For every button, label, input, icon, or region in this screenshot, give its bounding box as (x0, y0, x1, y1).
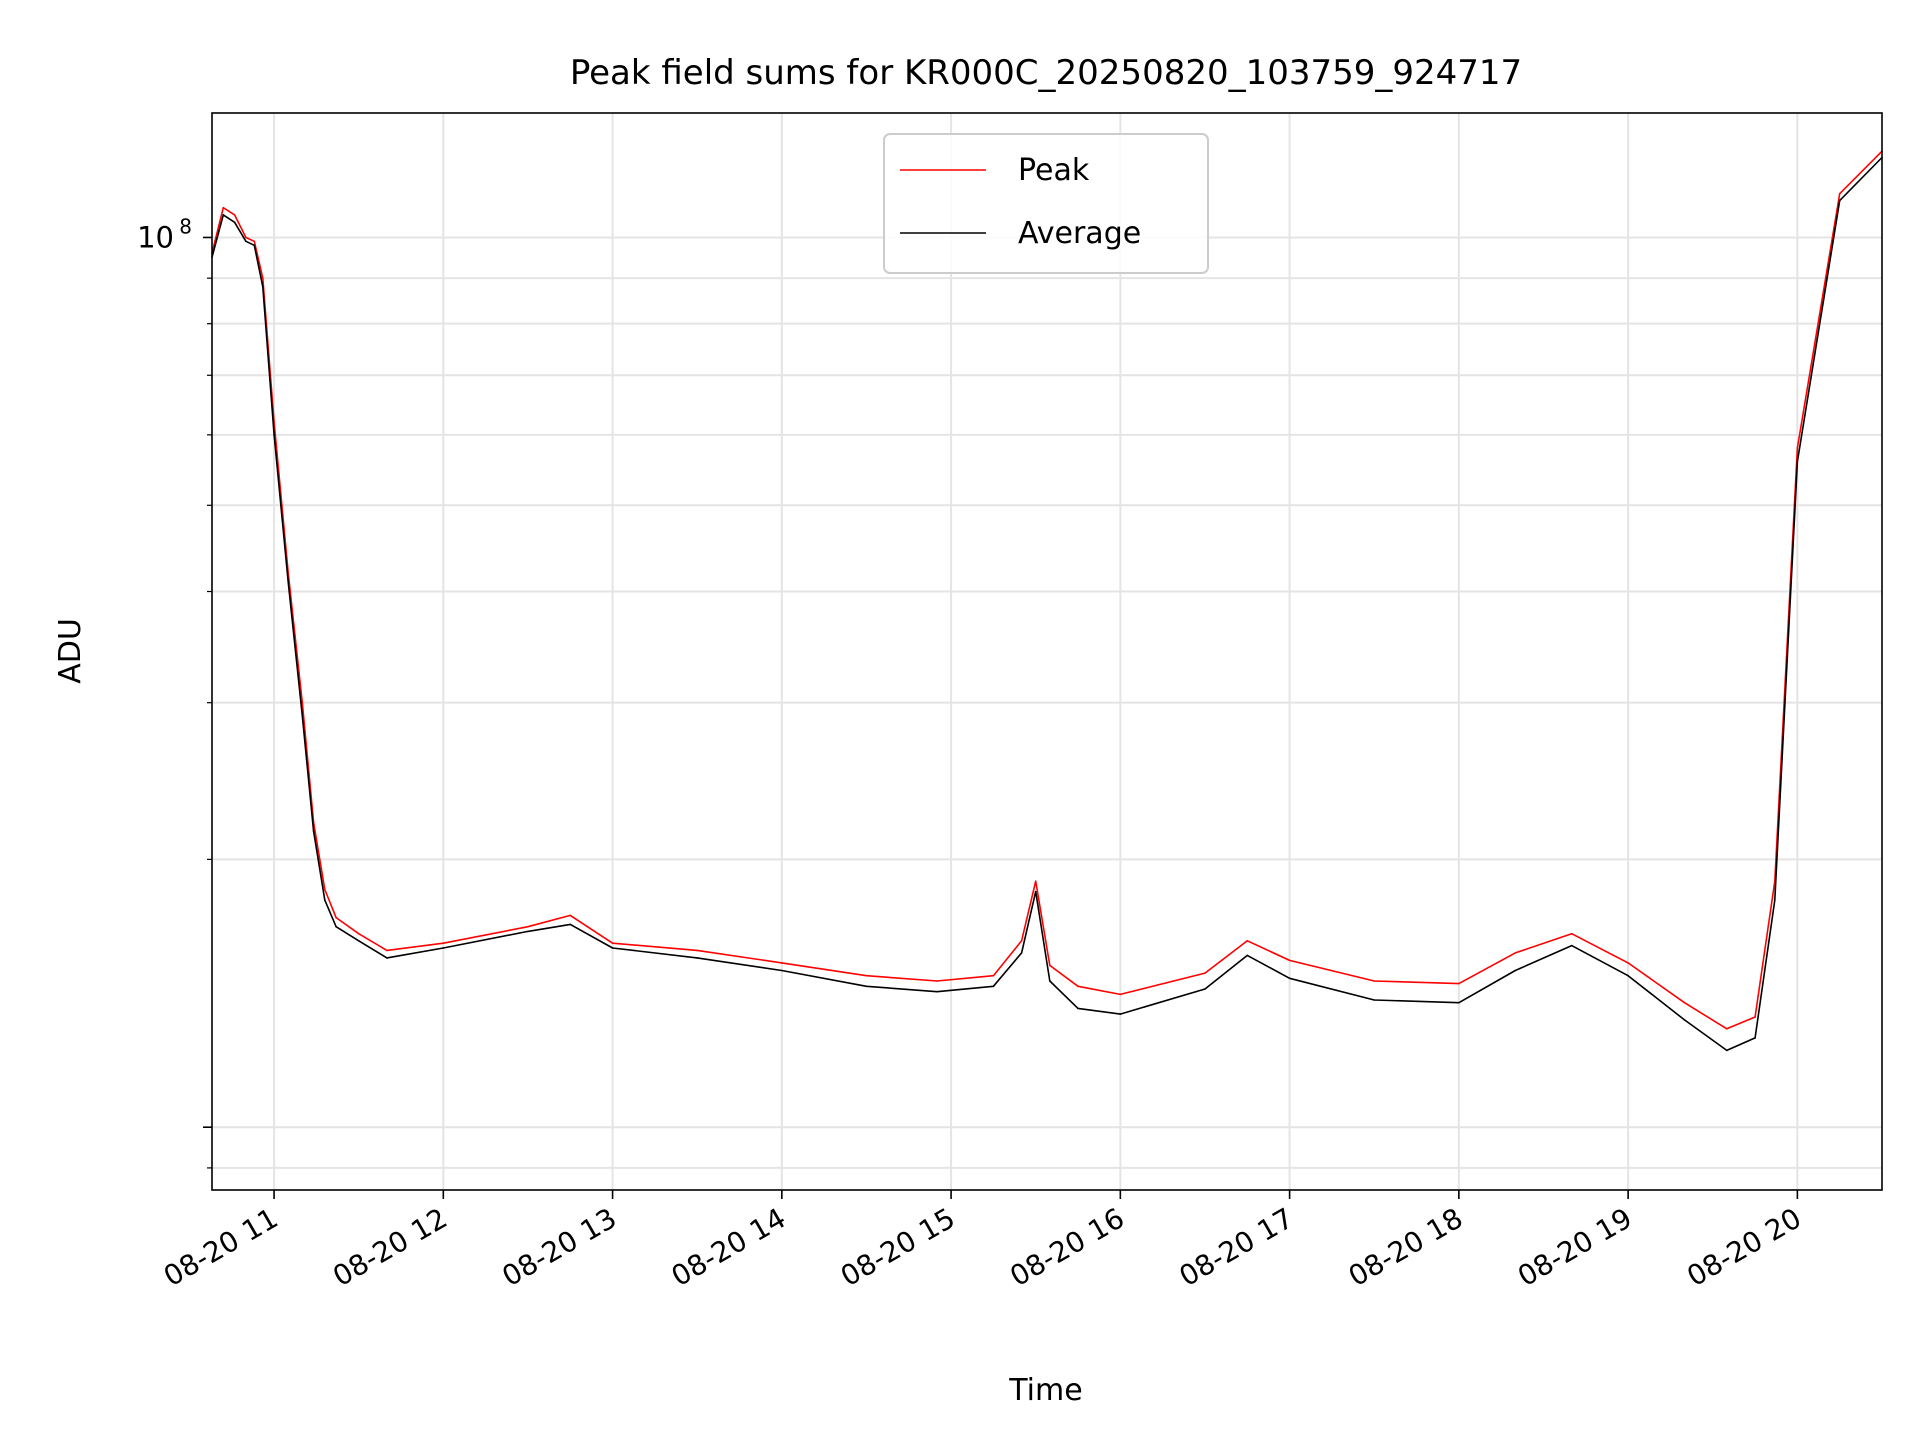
data-point (335, 925, 337, 928)
chart-title: Peak field sums for KR000C_20250820_1037… (570, 53, 1522, 93)
data-point (1570, 932, 1573, 935)
data-point (262, 286, 264, 288)
data-point (992, 974, 995, 977)
data-point (1204, 972, 1206, 974)
data-point (1077, 1007, 1079, 1010)
data-point (696, 949, 698, 952)
legend-label-peak: Peak (1018, 153, 1090, 188)
data-point (287, 581, 290, 583)
data-point (222, 214, 225, 216)
data-point (781, 969, 783, 972)
y-axis-label: ADU (53, 618, 88, 684)
data-point (1049, 980, 1051, 982)
data-point (233, 221, 236, 224)
data-point (386, 949, 388, 952)
data-point (357, 932, 360, 935)
data-point (312, 830, 315, 833)
data-point (527, 925, 529, 928)
legend-label-average: Average (1018, 216, 1141, 251)
data-point (386, 957, 388, 959)
data-point (1020, 952, 1023, 954)
data-point (1683, 1019, 1686, 1021)
data-point (781, 962, 783, 964)
data-point (865, 985, 868, 988)
y-tick-label: 10 (137, 220, 174, 254)
data-point (696, 957, 698, 959)
data-point (273, 434, 275, 436)
data-point (1570, 944, 1573, 947)
data-point (253, 244, 256, 247)
data-point (301, 701, 304, 704)
data-point (245, 240, 247, 243)
data-point (611, 947, 614, 949)
data-point (936, 990, 938, 993)
grid (212, 113, 1882, 1190)
data-point (1683, 1001, 1686, 1004)
series-layer (211, 150, 1883, 1052)
data-point (936, 980, 938, 982)
data-point (245, 236, 247, 239)
data-point (233, 214, 236, 216)
data-point (253, 240, 256, 243)
data-point (1726, 1028, 1728, 1030)
data-point (1077, 985, 1079, 988)
data-point (1119, 993, 1122, 996)
data-point (442, 947, 445, 949)
data-point (1373, 980, 1375, 982)
y-tick-exponent: 8 (179, 214, 192, 238)
data-point (357, 940, 360, 942)
data-point (1458, 1001, 1460, 1004)
y-tick-base: 10 (137, 220, 174, 254)
data-point (1514, 969, 1517, 972)
plot-frame (211, 112, 1883, 1191)
data-point (1034, 880, 1037, 882)
data-point (1838, 199, 1841, 202)
data-point (1288, 959, 1291, 962)
data-point (1373, 999, 1375, 1001)
data-point (442, 942, 445, 944)
data-point (1838, 192, 1841, 195)
legend-box (883, 133, 1209, 274)
data-point (335, 916, 337, 919)
data-point (569, 923, 572, 926)
data-point (1754, 1016, 1756, 1018)
data-point (1726, 1049, 1728, 1052)
data-point (262, 277, 264, 280)
data-point (1288, 977, 1291, 980)
legend: Peak Average (883, 133, 1209, 274)
data-point (1204, 988, 1206, 990)
data-point (1796, 460, 1799, 463)
data-point (1034, 890, 1037, 893)
data-point (324, 888, 326, 891)
data-point (1246, 940, 1249, 942)
x-axis-label: Time (1008, 1373, 1082, 1408)
data-point (1020, 940, 1023, 942)
data-point (324, 899, 326, 901)
data-point (992, 985, 995, 988)
data-point (1796, 447, 1799, 449)
data-point (1627, 974, 1629, 977)
data-point (1774, 899, 1776, 901)
data-point (1754, 1037, 1756, 1039)
data-point (527, 930, 529, 933)
data-point (1049, 964, 1051, 967)
data-point (1119, 1013, 1122, 1015)
data-point (301, 715, 304, 717)
data-point (1627, 962, 1629, 964)
data-point (611, 942, 614, 944)
data-point (1458, 982, 1460, 985)
data-point (865, 974, 868, 977)
data-point (222, 206, 225, 209)
data-point (569, 914, 572, 917)
data-point (1514, 952, 1517, 954)
data-point (1246, 954, 1249, 957)
